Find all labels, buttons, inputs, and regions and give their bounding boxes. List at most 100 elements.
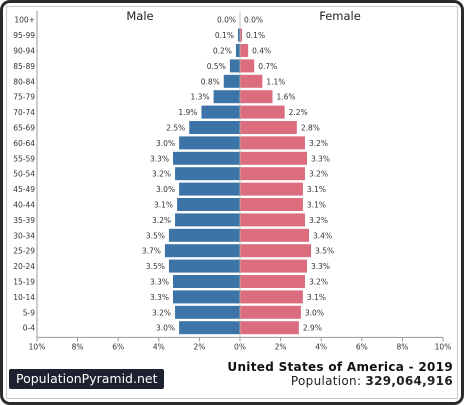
female-value-label: 0.1% [246, 31, 265, 40]
female-bar [240, 198, 303, 211]
female-value-label: 3.5% [315, 247, 334, 256]
female-bar [240, 90, 273, 104]
female-bar [240, 290, 303, 304]
female-bar [240, 228, 310, 242]
female-bar [240, 305, 301, 319]
male-value-label: 3.5% [146, 262, 165, 271]
age-group-label: 45-49 [13, 185, 35, 194]
female-bar [240, 28, 243, 42]
female-value-label: 0.0% [244, 16, 263, 25]
age-group-label: 65-69 [13, 124, 35, 133]
x-tick-label: 8% [396, 342, 408, 351]
x-tick-label: 4% [153, 342, 165, 351]
male-value-label: 0.2% [213, 47, 232, 56]
age-group-label: 100+ [14, 16, 35, 25]
female-value-label: 3.4% [313, 231, 332, 240]
x-tick-label: 2% [193, 342, 205, 351]
male-value-label: 1.9% [178, 108, 197, 117]
female-bar [240, 74, 263, 88]
x-tick-label: 0% [234, 342, 246, 351]
x-tick-label: 4% [315, 342, 327, 351]
male-bar [235, 44, 240, 57]
age-group-label: 10-14 [13, 293, 35, 302]
age-group-label: 75-79 [13, 93, 35, 102]
male-value-label: 3.7% [142, 247, 161, 256]
x-tick-label: 10% [435, 342, 452, 351]
female-bar [240, 59, 255, 73]
x-tick-label: 2% [275, 342, 287, 351]
population-line: Population: 329,064,916 [291, 374, 453, 388]
male-bar [237, 28, 240, 42]
female-bar [240, 44, 249, 57]
female-bar [240, 151, 307, 165]
x-tick-label: 8% [72, 342, 84, 351]
female-value-label: 3.1% [307, 293, 326, 302]
age-group-label: 30-34 [13, 231, 35, 240]
male-bar [173, 290, 240, 304]
female-value-label: 2.8% [301, 124, 320, 133]
female-bar [240, 321, 299, 335]
age-group-label: 80-84 [13, 77, 35, 86]
age-group-label: 85-89 [13, 62, 35, 71]
male-value-label: 3.2% [152, 216, 171, 225]
male-value-label: 0.0% [217, 16, 236, 25]
female-bar [240, 182, 303, 196]
male-value-label: 0.8% [201, 77, 220, 86]
female-value-label: 3.1% [307, 201, 326, 210]
female-value-label: 3.3% [311, 154, 330, 163]
male-bar [213, 90, 240, 104]
male-value-label: 2.5% [166, 124, 185, 133]
female-bar [240, 213, 305, 227]
male-value-label: 3.1% [154, 201, 173, 210]
male-legend-label: Male [126, 9, 153, 23]
male-bar [179, 136, 240, 150]
age-group-label: 25-29 [13, 247, 35, 256]
male-bar [223, 74, 240, 88]
male-bar [175, 167, 240, 181]
female-value-label: 3.2% [309, 278, 328, 287]
source-label[interactable]: PopulationPyramid.net [9, 369, 165, 389]
female-value-label: 1.1% [266, 77, 285, 86]
female-value-label: 3.2% [309, 216, 328, 225]
male-bar [173, 151, 240, 165]
male-value-label: 3.0% [156, 324, 175, 333]
male-value-label: 0.1% [215, 31, 234, 40]
male-value-label: 0.5% [207, 62, 226, 71]
male-bar [201, 105, 240, 119]
female-value-label: 3.0% [305, 308, 324, 317]
male-bar [175, 213, 240, 227]
male-value-label: 3.3% [150, 154, 169, 163]
male-value-label: 3.5% [146, 231, 165, 240]
female-value-label: 3.2% [309, 170, 328, 179]
age-group-label: 0-4 [23, 324, 35, 333]
male-bar [189, 121, 240, 134]
age-group-label: 90-94 [13, 47, 35, 56]
female-bar [240, 136, 305, 150]
male-bar [229, 59, 240, 73]
female-value-label: 2.9% [303, 324, 322, 333]
x-tick-label: 6% [356, 342, 368, 351]
male-value-label: 3.0% [156, 139, 175, 148]
female-value-label: 3.1% [307, 185, 326, 194]
female-value-label: 3.2% [309, 139, 328, 148]
male-bar [177, 198, 240, 211]
population-pyramid-chart: 0.0% 0.0% 100+ 0.1% 0.1% 95-99 0.2% 0.4% 90-94 0.… [13, 9, 452, 351]
male-value-label: 3.3% [150, 278, 169, 287]
male-bar [179, 182, 240, 196]
population-value: 329,064,916 [365, 374, 453, 388]
male-value-label: 3.3% [150, 293, 169, 302]
male-value-label: 3.2% [152, 308, 171, 317]
age-group-label: 50-54 [13, 170, 35, 179]
male-bar [175, 305, 240, 319]
female-bar [240, 275, 305, 288]
chart-title: United States of America - 2019 [227, 360, 453, 374]
male-value-label: 1.3% [191, 93, 210, 102]
male-value-label: 3.2% [152, 170, 171, 179]
age-group-label: 20-24 [13, 262, 35, 271]
age-group-label: 60-64 [13, 139, 35, 148]
age-group-label: 70-74 [13, 108, 35, 117]
female-bar [240, 259, 307, 273]
age-group-label: 35-39 [13, 216, 35, 225]
male-bar [179, 321, 240, 335]
